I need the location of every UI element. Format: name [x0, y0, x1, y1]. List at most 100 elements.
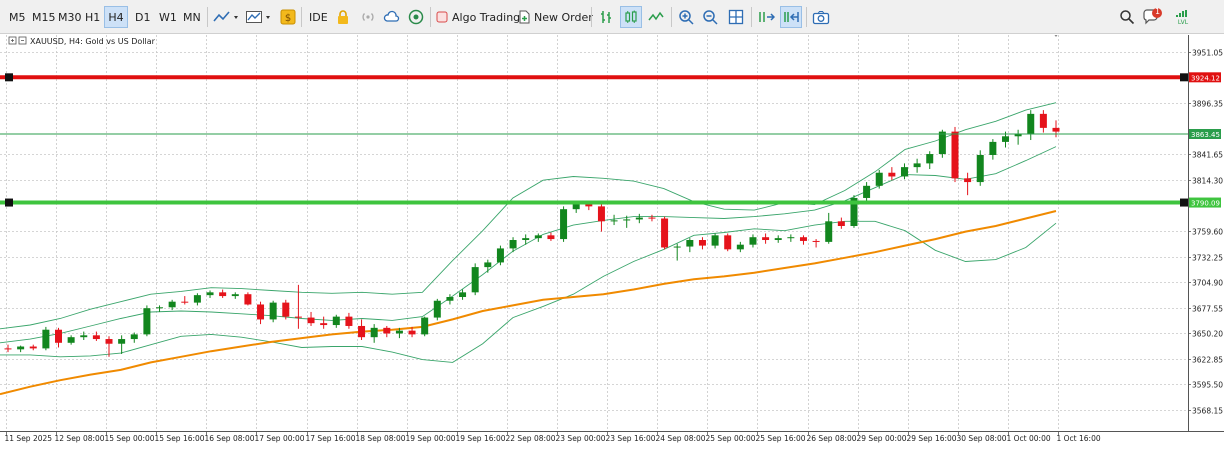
candle-bullish [484, 262, 492, 268]
candle-bearish [244, 294, 252, 305]
candle-bearish [951, 131, 959, 179]
candle-bearish [320, 323, 328, 326]
candle-bearish [648, 217, 656, 219]
candle-bullish [332, 316, 340, 326]
line-handle-right [1180, 73, 1188, 82]
tile-windows-icon[interactable] [726, 6, 746, 28]
algo-trading-button[interactable]: Algo Trading [436, 6, 524, 28]
price-tick-label: 3951.05 [1192, 49, 1223, 58]
cloud-icon[interactable] [383, 6, 401, 28]
broadcast-icon[interactable] [359, 6, 377, 28]
price-tick-label: 3704.90 [1192, 279, 1223, 288]
chart-header: XAUUSD, H4: Gold vs US Dollar [8, 36, 156, 46]
timeframe-h4[interactable]: H4 [104, 6, 128, 28]
candle-bearish [661, 218, 669, 248]
time-tick-label: 29 Sep 16:00 [907, 434, 957, 443]
time-tick-label: 26 Sep 08:00 [807, 434, 857, 443]
price-axis: 3951.05 3896.35 3841.65 3814.30 3759.60 3732.… [1188, 49, 1223, 416]
candle-bullish [370, 327, 378, 338]
toolbar-separator [671, 7, 672, 27]
chart-shift-icon[interactable] [780, 6, 802, 28]
candle-bullish [926, 154, 934, 164]
chart-shift-marker [1054, 35, 1058, 37]
candle-bullish [421, 317, 429, 335]
time-tick-label: 22 Sep 08:00 [506, 434, 556, 443]
price-tick-label: 3896.35 [1192, 100, 1223, 109]
chat-icon[interactable]: 1 [1142, 6, 1164, 28]
bar-chart-icon[interactable] [596, 6, 616, 28]
candle-bullish [913, 163, 921, 168]
timeframe-h1[interactable]: H1 [85, 10, 101, 24]
candle-bullish [471, 267, 479, 293]
candle-bullish [446, 297, 454, 301]
timeframe-d1[interactable]: D1 [135, 10, 151, 24]
line-chart-icon [213, 11, 238, 22]
candle-bearish [29, 346, 37, 349]
candle-bullish [900, 167, 908, 177]
candle-bullish [623, 219, 631, 221]
candle-bullish [736, 244, 744, 250]
signal-level-icon[interactable]: LVL [1172, 6, 1194, 28]
line-chart-type-dropdown[interactable] [212, 6, 242, 28]
lvl-label: LVL [1177, 19, 1189, 26]
candle-bearish [812, 240, 820, 242]
ide-button[interactable]: IDE [309, 10, 328, 24]
lock-icon[interactable] [334, 6, 352, 28]
timeframe-w1[interactable]: W1 [159, 10, 177, 24]
line-handle-left [5, 198, 13, 207]
candle-bullish [711, 235, 719, 246]
candle-bearish [1039, 113, 1047, 128]
candle-bearish [55, 329, 63, 343]
price-tick-label: 3622.85 [1192, 356, 1223, 365]
candle-bullish [938, 131, 946, 155]
candle-bullish [635, 217, 643, 220]
time-tick-label: 18 Sep 08:00 [356, 434, 406, 443]
candle-bearish [105, 339, 113, 344]
candle-bullish [749, 237, 757, 245]
candle-bearish [698, 240, 706, 246]
timeframe-m30[interactable]: M30 [58, 10, 82, 24]
candle-bullish [206, 292, 214, 296]
candle-bullish [787, 237, 795, 239]
candle-bullish [610, 220, 618, 222]
candle-bullish [875, 172, 883, 186]
screenshot-icon[interactable] [811, 6, 831, 28]
toolbar-separator [301, 7, 302, 27]
price-level-label: 3924.12 [1191, 74, 1220, 82]
vps-icon[interactable] [407, 6, 425, 28]
timeframe-mn[interactable]: MN [183, 10, 201, 24]
candle-bullish [17, 346, 25, 350]
indicator-dropdown[interactable] [245, 6, 275, 28]
candle-bullish [572, 203, 580, 210]
toolbar-separator [591, 7, 592, 27]
line-mode-icon[interactable] [646, 6, 666, 28]
toolbar-separator [207, 7, 208, 27]
auto-scroll-icon[interactable] [756, 6, 776, 28]
zoom-in-icon[interactable] [676, 6, 696, 28]
candle-bullish [193, 295, 201, 303]
candle-bullish [1001, 136, 1009, 142]
candle-bearish [294, 316, 302, 318]
new-order-button[interactable]: New Order [518, 6, 597, 28]
candle-bearish [181, 301, 189, 303]
zoom-out-icon[interactable] [700, 6, 720, 28]
candle-bearish [799, 237, 807, 241]
candle-bullish [686, 240, 694, 247]
price-tick-label: 3814.30 [1192, 177, 1223, 186]
candle-bullish [534, 235, 542, 239]
time-tick-label: 19 Sep 16:00 [456, 434, 506, 443]
timeframe-m15[interactable]: M15 [32, 10, 56, 24]
timeframe-m5[interactable]: M5 [9, 10, 26, 24]
candle-bearish [724, 235, 732, 250]
candle-bearish [888, 172, 896, 177]
time-axis: 11 Sep 2025 12 Sep 08:00 15 Sep 00:00 15 Se… [5, 431, 1101, 443]
candle-bearish [257, 304, 265, 320]
signals-icon[interactable]: $ [279, 6, 297, 28]
search-icon[interactable] [1118, 6, 1136, 28]
price-tick-label: 3841.65 [1192, 151, 1223, 160]
candle-bullish [825, 221, 833, 242]
time-tick-label: 15 Sep 00:00 [105, 434, 155, 443]
stop-icon [436, 11, 448, 23]
price-chart[interactable]: 3924.12 3863.45 3790.09 3951.05 3896.35 3841… [0, 35, 1224, 452]
candlestick-chart-icon[interactable] [620, 6, 642, 28]
